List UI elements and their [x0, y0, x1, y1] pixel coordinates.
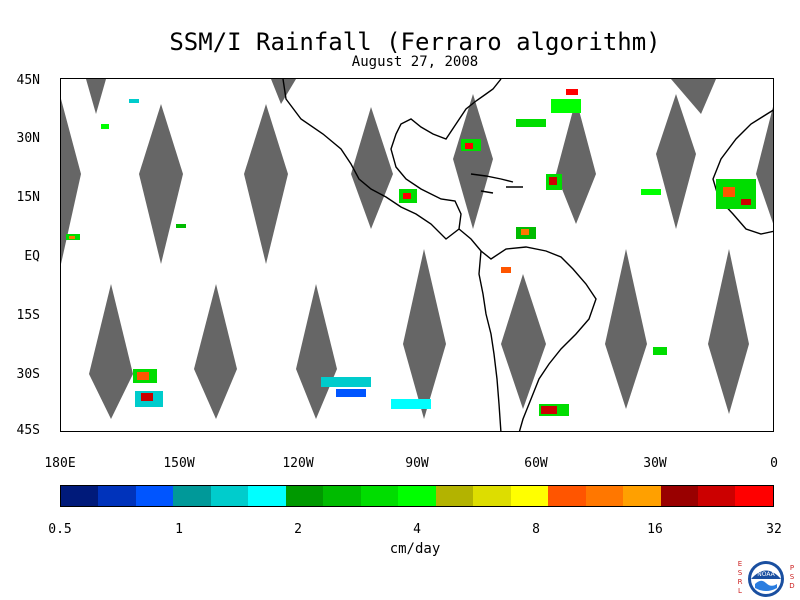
coastline-south-america-east: [458, 228, 597, 431]
color-scale-tick-label: 32: [766, 522, 782, 537]
color-scale-segment: [697, 486, 736, 506]
color-scale-segment: [548, 486, 586, 506]
color-scale-segment: [398, 486, 436, 506]
rain-cell: [521, 229, 529, 235]
swath-gap: [271, 79, 296, 104]
color-scale-segment: [510, 486, 549, 506]
color-scale-bar: [60, 485, 774, 507]
longitude-label: 30W: [643, 456, 667, 471]
color-scale-segment: [435, 486, 474, 506]
rain-cell: [176, 224, 186, 228]
rain-cell: [403, 193, 411, 199]
rain-cell: [321, 377, 371, 387]
swath-gap: [453, 94, 493, 229]
swath-gap: [501, 274, 546, 409]
rain-cell: [653, 347, 667, 355]
rain-cell: [549, 177, 557, 185]
coastline-jamaica: [480, 190, 494, 194]
longitude-label: 180E: [44, 456, 76, 471]
rain-cell: [541, 406, 557, 414]
rain-cell: [516, 119, 546, 127]
coastline-north-america: [282, 79, 502, 240]
rain-cell: [501, 267, 511, 273]
rainfall-map: [61, 79, 773, 431]
longitude-label: 0: [770, 456, 778, 471]
map-panel: [60, 78, 774, 432]
longitude-label: 150W: [163, 456, 195, 471]
latitude-label: 30S: [16, 367, 40, 382]
rain-cell: [741, 199, 751, 205]
rain-cell: [69, 236, 75, 239]
color-scale-segment: [285, 486, 324, 506]
color-scale-segment: [735, 486, 773, 506]
color-scale-tick-label: 2: [294, 522, 302, 537]
map-date: August 27, 2008: [351, 54, 479, 70]
coastline-south-america-west: [478, 250, 502, 431]
rain-cell: [336, 389, 366, 397]
color-scale-segment: [323, 486, 361, 506]
coastline-cuba: [470, 173, 514, 183]
color-scale-tick-label: 8: [532, 522, 540, 537]
map-title: SSM/I Rainfall (Ferraro algorithm): [169, 28, 661, 56]
swath-gap: [671, 79, 716, 114]
color-scale-segment: [360, 486, 399, 506]
swath-gap: [403, 249, 446, 419]
rain-cell: [465, 143, 473, 149]
latitude-label: 15N: [16, 190, 40, 205]
latitude-label: EQ: [24, 249, 40, 264]
latitude-label: 45S: [16, 423, 40, 438]
rain-cell: [141, 393, 153, 401]
swath-gap: [708, 249, 749, 414]
swath-gap: [605, 249, 647, 409]
longitude-label: 120W: [282, 456, 314, 471]
latitude-label: 45N: [16, 73, 40, 88]
rain-cell: [129, 99, 139, 103]
swath-gaps: [61, 79, 773, 419]
rain-cell: [566, 89, 578, 95]
swath-gap: [351, 107, 393, 229]
longitude-label: 60W: [524, 456, 548, 471]
color-scale-segment: [210, 486, 249, 506]
color-scale-tick-label: 0.5: [48, 522, 72, 537]
color-scale-segment: [248, 486, 286, 506]
rain-cell: [101, 124, 109, 129]
color-scale-segment: [135, 486, 174, 506]
color-scale-segment: [61, 486, 99, 506]
longitude-label: 90W: [405, 456, 429, 471]
swath-gap: [296, 284, 337, 419]
rain-cell: [137, 372, 149, 380]
color-scale-tick-label: 4: [413, 522, 421, 537]
color-scale-segment: [473, 486, 511, 506]
swath-gap: [656, 94, 696, 229]
color-scale-segment: [660, 486, 698, 506]
color-scale-segment: [585, 486, 624, 506]
swath-gap: [61, 99, 81, 264]
color-scale-segment: [98, 486, 136, 506]
units-label: cm/day: [389, 541, 441, 557]
color-scale-segment: [623, 486, 661, 506]
swath-gap: [756, 106, 773, 224]
swath-gap: [139, 104, 183, 264]
color-scale-tick-label: 16: [647, 522, 663, 537]
swath-gap: [86, 79, 106, 114]
latitude-label: 30N: [16, 131, 40, 146]
rain-cell: [551, 99, 581, 113]
rain-cells: [66, 89, 756, 416]
noaa-emblem-icon: NOAA: [748, 561, 784, 597]
rain-cell: [391, 399, 431, 409]
rain-cell: [723, 187, 735, 197]
swath-gap: [244, 104, 288, 264]
swath-gap: [556, 99, 596, 224]
latitude-label: 15S: [16, 308, 40, 323]
swath-gap: [194, 284, 237, 419]
color-scale-tick-label: 1: [175, 522, 183, 537]
swath-gap: [89, 284, 133, 419]
rain-cell: [641, 189, 661, 195]
logo-text: NOAA: [757, 571, 775, 578]
color-scale-segment: [173, 486, 211, 506]
